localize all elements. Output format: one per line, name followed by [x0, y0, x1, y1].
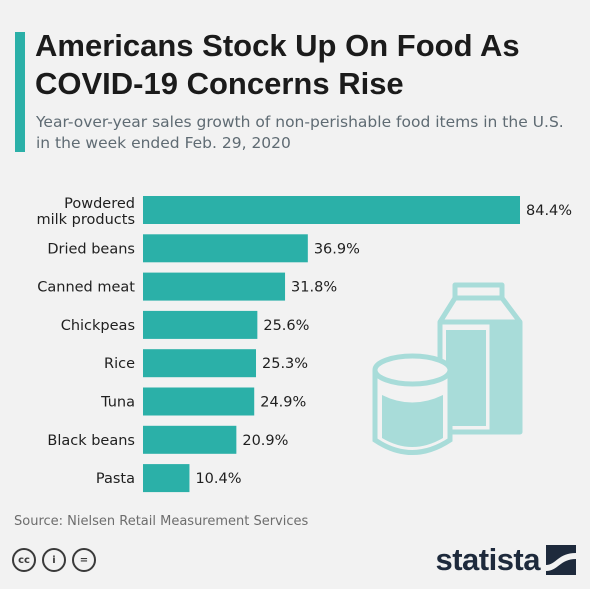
- value-label-2: 31.8%: [291, 280, 337, 296]
- source-note: Source: Nielsen Retail Measurement Servi…: [14, 514, 309, 529]
- category-label-5: Tuna: [100, 395, 135, 411]
- value-label-0: 84.4%: [526, 203, 572, 219]
- attribution-icon: i: [42, 548, 66, 572]
- category-label-7: Pasta: [96, 471, 135, 487]
- chart-subtitle: Year-over-year sales growth of non-peris…: [36, 113, 564, 152]
- bar-1: [143, 234, 308, 263]
- bar-4: [143, 349, 257, 378]
- license-icons: cc i =: [12, 548, 96, 572]
- statista-logo: statista: [435, 543, 576, 577]
- category-label-2: Canned meat: [37, 280, 135, 296]
- milk-carton-icon: [437, 282, 523, 435]
- bar-0: [143, 196, 520, 224]
- milk-carton-and-glass-illustration: [372, 282, 523, 455]
- value-label-1: 36.9%: [314, 241, 360, 257]
- value-label-3: 25.6%: [263, 318, 309, 334]
- category-label-4: Rice: [104, 356, 135, 372]
- title-accent-bar: [15, 32, 25, 152]
- brand-wordmark: statista: [435, 542, 540, 577]
- category-label-0: Powdered milk products: [36, 196, 135, 228]
- bar-3: [143, 310, 258, 339]
- value-label-6: 20.9%: [242, 433, 288, 449]
- category-label-1: Dried beans: [47, 241, 135, 257]
- value-label-7: 10.4%: [195, 471, 241, 487]
- value-label-5: 24.9%: [260, 395, 306, 411]
- bar-2: [143, 272, 286, 301]
- value-label-4: 25.3%: [262, 356, 308, 372]
- category-label-6: Black beans: [47, 433, 135, 449]
- no-derivatives-icon: =: [72, 548, 96, 572]
- statista-mark-icon: [546, 545, 576, 575]
- bar-6: [143, 425, 237, 454]
- glass-icon: [372, 353, 453, 455]
- chart-title: Americans Stock Up On Food As COVID-19 C…: [35, 28, 520, 101]
- bar-5: [143, 387, 255, 416]
- bar-7: [143, 464, 190, 493]
- creative-commons-icon: cc: [12, 548, 36, 572]
- category-label-3: Chickpeas: [61, 318, 135, 334]
